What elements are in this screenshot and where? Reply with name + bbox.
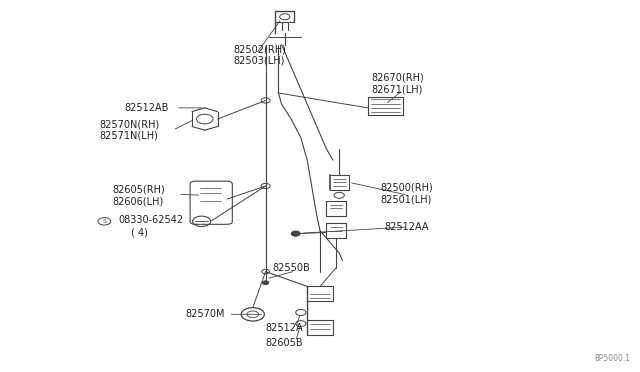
Text: 82550B: 82550B [272, 263, 310, 273]
Text: 8P5000.1: 8P5000.1 [595, 354, 630, 363]
Text: 82500(RH)
82501(LH): 82500(RH) 82501(LH) [381, 183, 433, 204]
Text: 08330-62542: 08330-62542 [118, 215, 184, 225]
Circle shape [262, 281, 269, 285]
Text: 82570M: 82570M [186, 310, 225, 319]
Text: ( 4): ( 4) [131, 228, 148, 237]
Text: 82512AA: 82512AA [384, 222, 429, 232]
Text: S: S [102, 219, 106, 224]
Text: 82605B: 82605B [266, 338, 303, 348]
Text: 82502(RH)
82503(LH): 82502(RH) 82503(LH) [234, 44, 287, 66]
Text: 82570N(RH)
82571N(LH): 82570N(RH) 82571N(LH) [99, 119, 159, 141]
Text: 82512AB: 82512AB [125, 103, 169, 113]
Circle shape [291, 231, 300, 236]
FancyBboxPatch shape [190, 181, 232, 224]
Text: 82605(RH)
82606(LH): 82605(RH) 82606(LH) [112, 185, 164, 206]
Text: 82512A: 82512A [266, 323, 303, 333]
Text: 82670(RH)
82671(LH): 82670(RH) 82671(LH) [371, 73, 424, 94]
